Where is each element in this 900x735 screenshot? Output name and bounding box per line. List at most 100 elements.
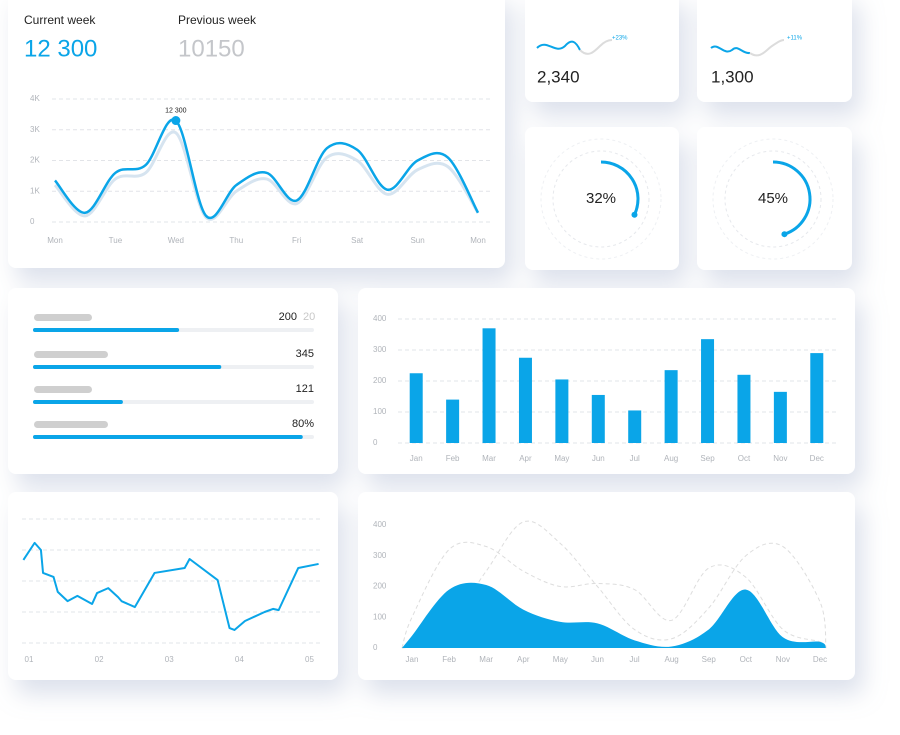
progress-fill bbox=[33, 400, 123, 404]
annotation: 12 300 bbox=[165, 107, 187, 114]
x-tick-label: Jan bbox=[410, 454, 423, 463]
placeholder-bar bbox=[34, 421, 108, 428]
bar bbox=[773, 391, 787, 443]
area-card bbox=[358, 492, 855, 680]
peak-marker bbox=[171, 116, 181, 126]
y-tick-label: 400 bbox=[373, 314, 387, 323]
progress-value: 200 bbox=[279, 311, 297, 323]
bar bbox=[591, 394, 605, 443]
previous-value: 10150 bbox=[178, 35, 245, 62]
line-series bbox=[22, 541, 319, 631]
sparkline bbox=[749, 39, 785, 57]
bar bbox=[628, 410, 642, 443]
area-series bbox=[402, 582, 826, 648]
bar bbox=[701, 339, 715, 443]
x-tick-label: 05 bbox=[305, 655, 314, 664]
sparkline bbox=[536, 40, 581, 51]
dashed-series bbox=[401, 520, 827, 649]
x-tick-label: Fri bbox=[292, 236, 302, 245]
y-tick-label: 300 bbox=[373, 551, 387, 560]
x-tick-label: Jun bbox=[592, 454, 605, 463]
donut-ring bbox=[724, 150, 822, 248]
kpi-change: +11% bbox=[787, 36, 803, 42]
x-tick-label: Mar bbox=[482, 454, 496, 463]
donut-card bbox=[525, 127, 679, 270]
progress-value: 121 bbox=[296, 383, 314, 395]
y-tick-label: 100 bbox=[373, 612, 387, 621]
x-tick-label: Jul bbox=[629, 655, 639, 664]
line-card bbox=[8, 492, 338, 680]
progress-fill bbox=[33, 328, 180, 332]
x-tick-label: Sep bbox=[702, 655, 717, 664]
cards bbox=[8, 0, 855, 680]
y-tick-label: 100 bbox=[373, 407, 387, 416]
kpi-card bbox=[697, 0, 852, 102]
line-series bbox=[54, 118, 480, 220]
x-tick-label: Oct bbox=[740, 655, 753, 664]
y-tick-label: 4K bbox=[30, 94, 40, 103]
bar bbox=[482, 328, 496, 443]
current-value: 12 300 bbox=[24, 35, 97, 62]
x-tick-label: 02 bbox=[95, 655, 104, 664]
week-card bbox=[8, 0, 505, 268]
x-tick-label: Dec bbox=[810, 454, 824, 463]
x-tick-label: Sat bbox=[351, 236, 364, 245]
previous-label: Previous week bbox=[178, 13, 257, 27]
y-tick-label: 400 bbox=[373, 520, 387, 529]
donut-end bbox=[631, 211, 638, 218]
x-tick-label: Sun bbox=[410, 236, 424, 245]
x-tick-label: Feb bbox=[446, 454, 460, 463]
x-tick-label: Apr bbox=[517, 655, 530, 664]
x-tick-label: Jun bbox=[591, 655, 604, 664]
x-tick-label: May bbox=[554, 454, 569, 463]
x-tick-label: Aug bbox=[665, 655, 679, 664]
kpi-card bbox=[525, 0, 679, 102]
x-tick-label: Sep bbox=[700, 454, 715, 463]
x-tick-label: Nov bbox=[773, 454, 787, 463]
kpi-value: 2,340 bbox=[537, 67, 580, 86]
progress-fill bbox=[33, 435, 303, 439]
sparkline bbox=[579, 39, 613, 55]
x-tick-label: Wed bbox=[168, 236, 184, 245]
donut-arc bbox=[772, 160, 812, 236]
y-tick-label: 200 bbox=[373, 376, 387, 385]
y-tick-label: 3K bbox=[30, 125, 40, 134]
bar bbox=[664, 370, 678, 443]
bar bbox=[555, 379, 569, 443]
y-tick-label: 0 bbox=[373, 438, 378, 447]
x-tick-label: Mon bbox=[470, 236, 486, 245]
y-tick-label: 300 bbox=[373, 345, 387, 354]
x-tick-label: Mon bbox=[47, 236, 63, 245]
x-tick-label: Mar bbox=[479, 655, 493, 664]
sparkline bbox=[710, 45, 751, 55]
placeholder-bar bbox=[34, 386, 92, 393]
progress-fill bbox=[33, 365, 222, 369]
x-tick-label: 01 bbox=[25, 655, 34, 664]
progress-value: 80% bbox=[292, 418, 314, 430]
donut-ring bbox=[552, 150, 650, 248]
x-tick-label: Aug bbox=[664, 454, 678, 463]
x-tick-label: Tue bbox=[109, 236, 123, 245]
bar bbox=[810, 353, 824, 443]
donut-arc bbox=[600, 160, 640, 216]
placeholder-bar bbox=[34, 351, 108, 358]
x-tick-label: Feb bbox=[442, 655, 456, 664]
x-tick-label: 03 bbox=[165, 655, 174, 664]
x-tick-label: Oct bbox=[738, 454, 751, 463]
kpi-change: +23% bbox=[612, 36, 628, 42]
bar bbox=[737, 374, 751, 443]
x-tick-label: Jul bbox=[630, 454, 640, 463]
donut-ring bbox=[540, 138, 662, 260]
x-tick-label: Nov bbox=[776, 655, 790, 664]
x-tick-label: Thu bbox=[229, 236, 243, 245]
line-series bbox=[53, 130, 480, 221]
y-tick-label: 1K bbox=[30, 186, 40, 195]
kpi-value: 1,300 bbox=[711, 67, 754, 86]
donut-label: 45% bbox=[758, 190, 788, 207]
y-tick-label: 200 bbox=[373, 582, 387, 591]
bar-card bbox=[358, 288, 855, 474]
x-tick-label: Jan bbox=[406, 655, 419, 664]
x-tick-label: 04 bbox=[235, 655, 244, 664]
donut-end bbox=[781, 231, 788, 238]
